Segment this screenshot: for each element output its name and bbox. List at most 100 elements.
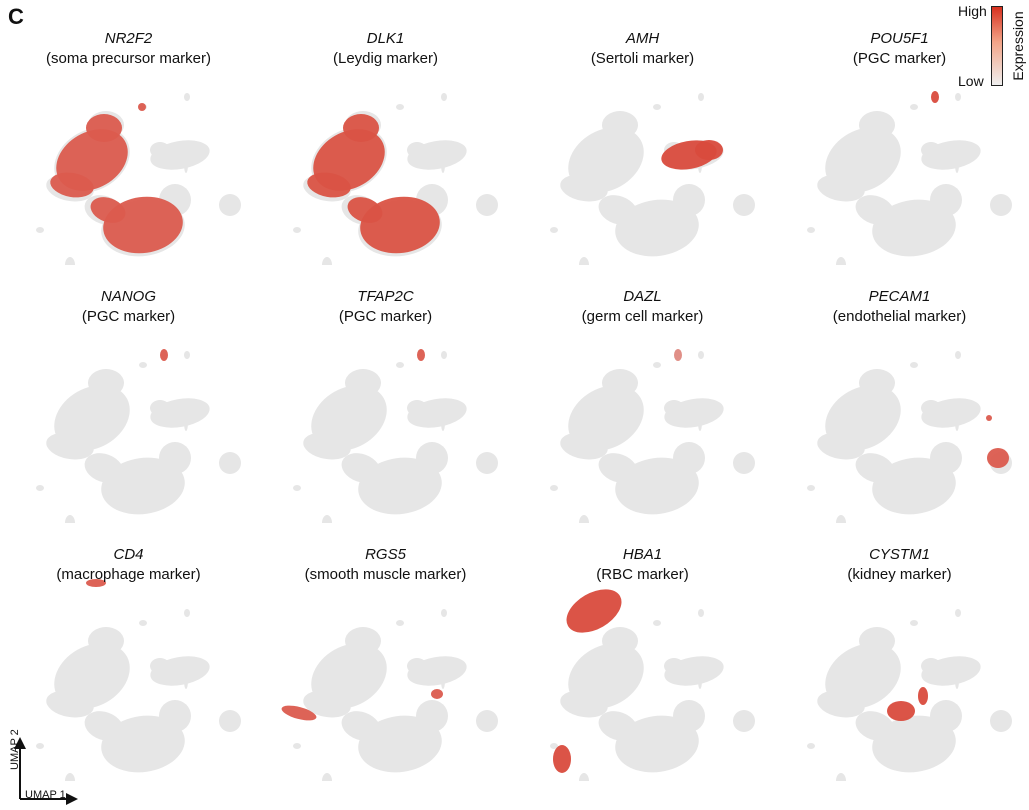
gene-name: CYSTM1	[869, 546, 930, 563]
cell-cluster	[303, 432, 351, 460]
cell-cluster	[673, 700, 705, 732]
cell-cluster	[807, 227, 815, 233]
cell-cluster	[219, 710, 241, 732]
cell-cluster	[322, 773, 332, 781]
umap-scatter	[807, 609, 1012, 781]
cell-cluster	[184, 351, 190, 359]
cell-cluster	[673, 442, 705, 474]
cell-cluster	[65, 773, 75, 781]
cell-cluster	[150, 400, 170, 416]
cell-cluster	[817, 174, 865, 202]
expressing-cluster	[553, 745, 571, 773]
cell-cluster	[101, 715, 185, 773]
cell-cluster	[664, 400, 684, 416]
cell-cluster	[322, 515, 332, 523]
expressing-cluster	[307, 172, 351, 198]
gene-name: AMH	[625, 30, 660, 47]
expressing-cluster	[931, 91, 939, 103]
cell-cluster	[579, 773, 589, 781]
cell-cluster	[345, 369, 381, 397]
cell-cluster	[88, 369, 124, 397]
cell-cluster	[184, 415, 188, 431]
umap-panel: DAZL (germ cell marker)	[514, 258, 771, 523]
cell-cluster	[550, 227, 558, 233]
cell-cluster	[184, 609, 190, 617]
expressing-cluster	[887, 701, 915, 721]
umap-panel: PECAM1 (endothelial marker)	[771, 258, 1028, 523]
cell-cluster	[921, 658, 941, 674]
expressing-cluster	[918, 687, 928, 705]
cell-cluster	[921, 400, 941, 416]
cell-cluster	[476, 194, 498, 216]
cell-cluster	[416, 442, 448, 474]
cell-cluster	[602, 369, 638, 397]
marker-description: (PGC marker)	[81, 308, 176, 325]
expressing-cluster	[417, 349, 425, 361]
legend-title: Expression	[1010, 11, 1026, 81]
marker-description: (smooth muscle marker)	[304, 566, 467, 583]
cell-cluster	[407, 400, 427, 416]
expressing-cluster	[674, 349, 682, 361]
cell-cluster	[698, 351, 704, 359]
cell-cluster	[441, 415, 445, 431]
expressing-cluster	[86, 579, 106, 587]
umap-scatter	[36, 349, 241, 523]
umap-panel: CD4 (macrophage marker)	[0, 516, 257, 781]
cell-cluster	[476, 710, 498, 732]
legend-high-label: High	[958, 3, 987, 19]
cell-cluster	[990, 710, 1012, 732]
umap-scatter	[807, 91, 1012, 265]
expressing-cluster	[138, 103, 146, 111]
cell-cluster	[560, 432, 608, 460]
expressing-cluster	[90, 197, 126, 223]
cell-cluster	[550, 485, 558, 491]
cell-cluster	[930, 700, 962, 732]
umap-scatter	[36, 579, 241, 781]
umap-panel: DLK1 (Leydig marker)	[257, 0, 514, 265]
gene-name: POU5F1	[870, 30, 929, 47]
cell-cluster	[579, 257, 589, 265]
cell-cluster	[159, 700, 191, 732]
cell-cluster	[441, 93, 447, 101]
cell-cluster	[955, 673, 959, 689]
cell-cluster	[441, 609, 447, 617]
cell-cluster	[615, 715, 699, 773]
cell-cluster	[184, 157, 188, 173]
cell-cluster	[664, 658, 684, 674]
marker-description: (kidney marker)	[847, 566, 952, 583]
umap-scatter	[293, 93, 498, 265]
cell-cluster	[65, 257, 75, 265]
umap-1-label: UMAP 1	[25, 789, 66, 801]
legend-low-label: Low	[958, 73, 984, 89]
cell-cluster	[872, 457, 956, 515]
cell-cluster	[184, 673, 188, 689]
umap-panel: CYSTM1 (kidney marker)	[771, 516, 1028, 781]
cell-cluster	[733, 452, 755, 474]
umap-scatter	[36, 93, 241, 265]
cell-cluster	[955, 157, 959, 173]
cell-cluster	[615, 199, 699, 257]
cell-cluster	[859, 369, 895, 397]
marker-description: (germ cell marker)	[581, 308, 704, 325]
cell-cluster	[219, 194, 241, 216]
panel-label: C	[8, 4, 24, 29]
cell-cluster	[416, 700, 448, 732]
umap-panel: HBA1 (RBC marker)	[514, 516, 771, 781]
cell-cluster	[441, 157, 445, 173]
cell-cluster	[46, 432, 94, 460]
cell-cluster	[293, 743, 301, 749]
cell-cluster	[955, 93, 961, 101]
cell-cluster	[36, 227, 44, 233]
expressing-cluster	[343, 114, 379, 142]
expressing-cluster	[50, 172, 94, 198]
cell-cluster	[560, 174, 608, 202]
cell-cluster	[303, 690, 351, 718]
expressing-cluster	[987, 448, 1009, 468]
cell-cluster	[358, 715, 442, 773]
cell-cluster	[65, 515, 75, 523]
legend-color-bar	[991, 6, 1003, 86]
cell-cluster	[733, 194, 755, 216]
gene-name: PECAM1	[868, 288, 931, 305]
cell-cluster	[653, 104, 661, 110]
cell-cluster	[930, 184, 962, 216]
